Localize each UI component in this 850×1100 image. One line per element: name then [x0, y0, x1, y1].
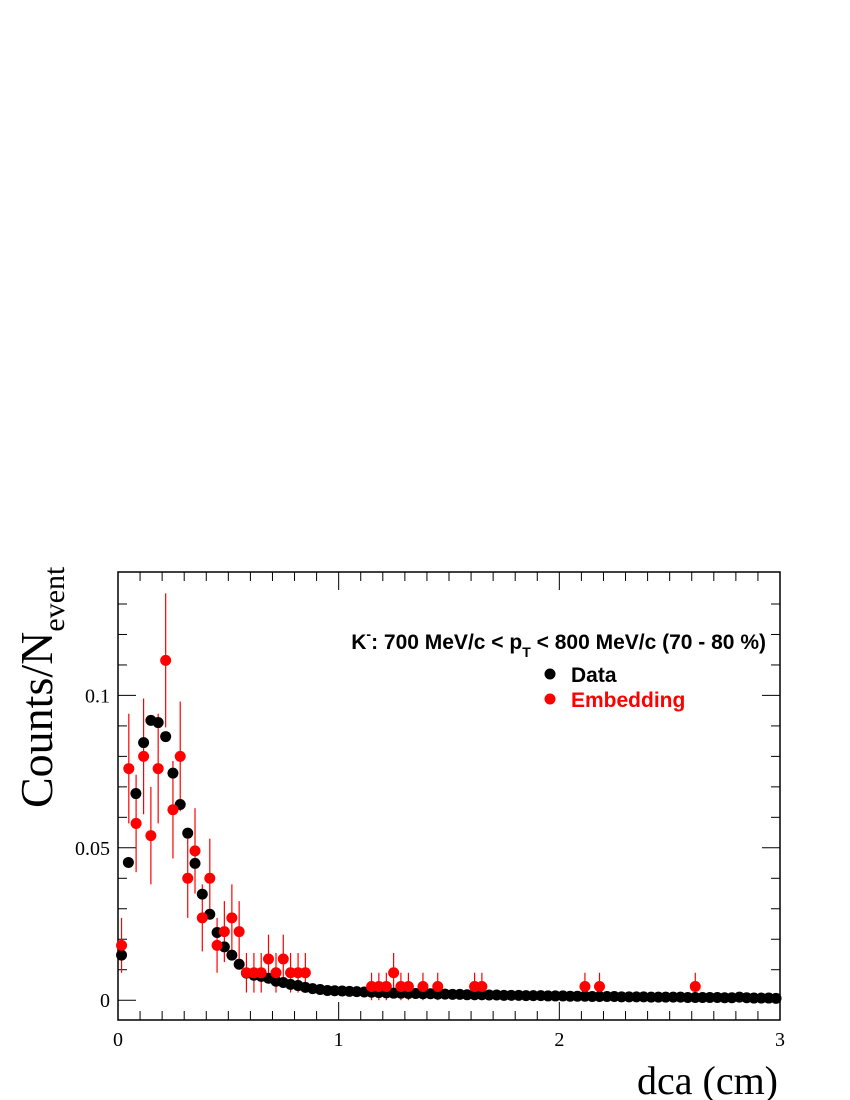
embedding-point — [689, 980, 701, 992]
data-point — [233, 958, 245, 970]
embedding-point — [116, 939, 128, 951]
embedding-point — [182, 872, 194, 884]
data-point — [189, 857, 201, 869]
title-pt-subscript: T — [522, 644, 531, 660]
title-particle: K — [351, 631, 366, 654]
title-range-end: < 800 MeV/c (70 - 80 %) — [531, 631, 766, 654]
embedding-point — [167, 804, 179, 816]
data-point — [160, 731, 172, 743]
embedding-point — [277, 953, 289, 965]
embedding-point — [189, 845, 201, 857]
embedding-point — [380, 980, 392, 992]
data-point — [116, 949, 128, 961]
embedding-point — [211, 939, 223, 951]
embedding-point — [174, 750, 186, 762]
embedding-error-bars — [120, 593, 696, 1001]
data-point — [226, 949, 238, 961]
embedding-point — [270, 967, 282, 979]
embedding-point — [152, 763, 164, 775]
embedding-point — [402, 980, 414, 992]
y-axis-title: Counts/Nevent — [11, 566, 71, 808]
data-series-points — [116, 714, 782, 1004]
y-tick-labels: 0 0.05 0.1 — [75, 685, 110, 1012]
embedding-series-points — [116, 654, 701, 992]
x-axis-title: dca (cm) — [637, 1058, 778, 1100]
embedding-point — [432, 980, 444, 992]
embedding-point — [196, 912, 208, 924]
embedding-point — [233, 926, 245, 938]
embedding-point — [226, 912, 238, 924]
data-point — [182, 827, 194, 839]
data-point — [152, 717, 164, 729]
data-point — [770, 992, 782, 1004]
data-point — [122, 856, 134, 868]
embedding-point — [138, 750, 150, 762]
embedding-point — [262, 953, 274, 965]
title-range-start: : 700 MeV/c < p — [371, 631, 522, 654]
embedding-point — [218, 926, 230, 938]
y-axis-title-main: Counts/N — [11, 632, 62, 808]
embedding-point — [579, 980, 591, 992]
legend-label-embedding: Embedding — [571, 689, 685, 712]
data-point — [138, 737, 150, 749]
title-charge: - — [366, 626, 371, 642]
y-axis-title-sub: event — [38, 566, 71, 632]
x-tick-label: 2 — [554, 1029, 564, 1051]
legend-label-data: Data — [571, 664, 617, 687]
axis-ticks — [117, 572, 781, 1020]
x-tick-label: 1 — [334, 1029, 344, 1051]
embedding-point — [476, 980, 488, 992]
y-tick-label: 0 — [100, 990, 110, 1012]
embedding-point — [255, 967, 267, 979]
chart-title: K-: 700 MeV/c < pT < 800 MeV/c (70 - 80 … — [351, 626, 766, 660]
y-tick-label: 0.1 — [85, 685, 110, 707]
x-tick-label: 0 — [113, 1029, 123, 1051]
embedding-point — [299, 967, 311, 979]
x-tick-label: 3 — [775, 1029, 785, 1051]
data-point — [130, 788, 142, 800]
embedding-point — [145, 830, 157, 842]
embedding-point — [130, 817, 142, 829]
data-point — [196, 888, 208, 900]
x-tick-labels: 0 1 2 3 — [113, 1029, 785, 1051]
embedding-point — [417, 980, 429, 992]
legend-marker-data — [544, 668, 556, 680]
legend-marker-embedding — [544, 693, 556, 705]
embedding-point — [123, 763, 135, 775]
embedding-point — [204, 872, 216, 884]
embedding-point — [160, 654, 172, 666]
embedding-point — [388, 967, 400, 979]
y-tick-label: 0.05 — [75, 838, 110, 860]
data-point — [167, 767, 179, 779]
embedding-point — [593, 980, 605, 992]
